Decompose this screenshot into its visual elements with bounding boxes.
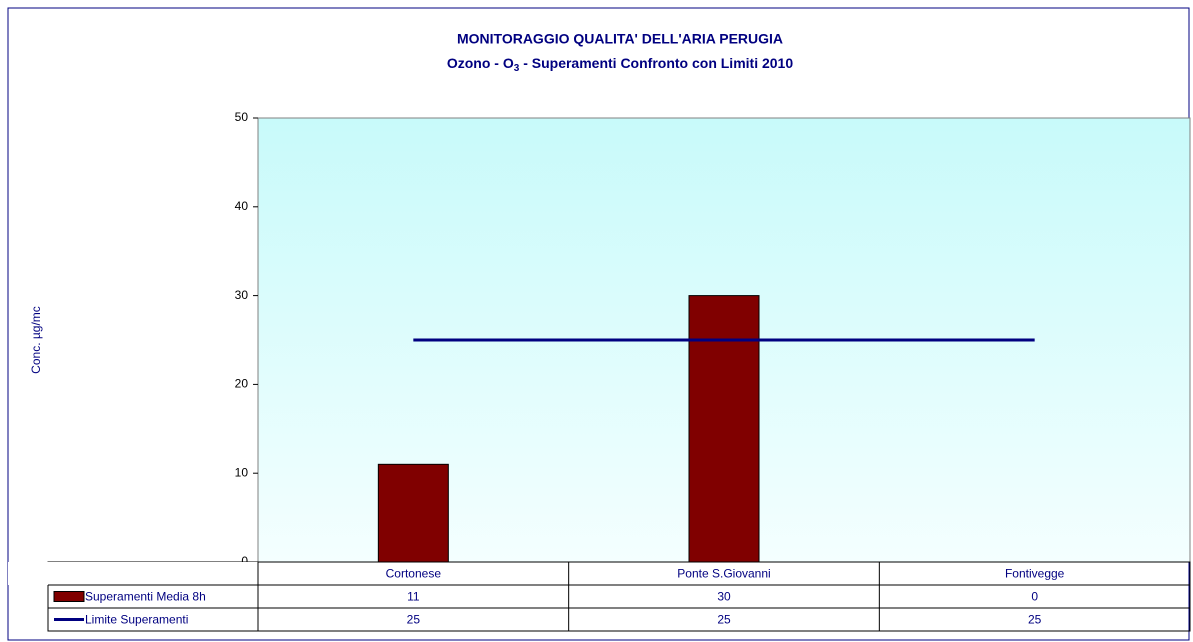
data-table-blank [8,562,258,585]
x-tick-label: Fontivegge [1005,567,1065,581]
bar [688,295,760,563]
y-tick-label: 20 [235,377,249,391]
y-tick-label: 30 [235,288,249,302]
y-tick-label: 0 [241,554,248,568]
y-tick-label: 50 [235,110,249,124]
legend-key [53,591,85,602]
table-value: 25 [717,613,731,627]
table-value: 11 [407,590,420,604]
y-tick-label: 10 [235,465,249,479]
chart-title: MONITORAGGIO QUALITA' DELL'ARIA PERUGIA [457,31,783,47]
chart-subtitle: Ozono - O3 - Superamenti Confronto con L… [447,55,793,74]
table-value: 25 [1028,613,1042,627]
table-value: 25 [407,613,421,627]
x-tick-label: Cortonese [386,567,442,581]
legend-label: Limite Superamenti [85,613,188,627]
table-value: 30 [717,590,731,604]
x-tick-label: Ponte S.Giovanni [677,567,770,581]
legend-label: Superamenti Media 8h [85,590,206,604]
bar [377,463,449,563]
y-axis-label: Conc. µg/mc [29,306,43,374]
table-value: 0 [1031,590,1038,604]
y-tick-label: 40 [235,199,249,213]
